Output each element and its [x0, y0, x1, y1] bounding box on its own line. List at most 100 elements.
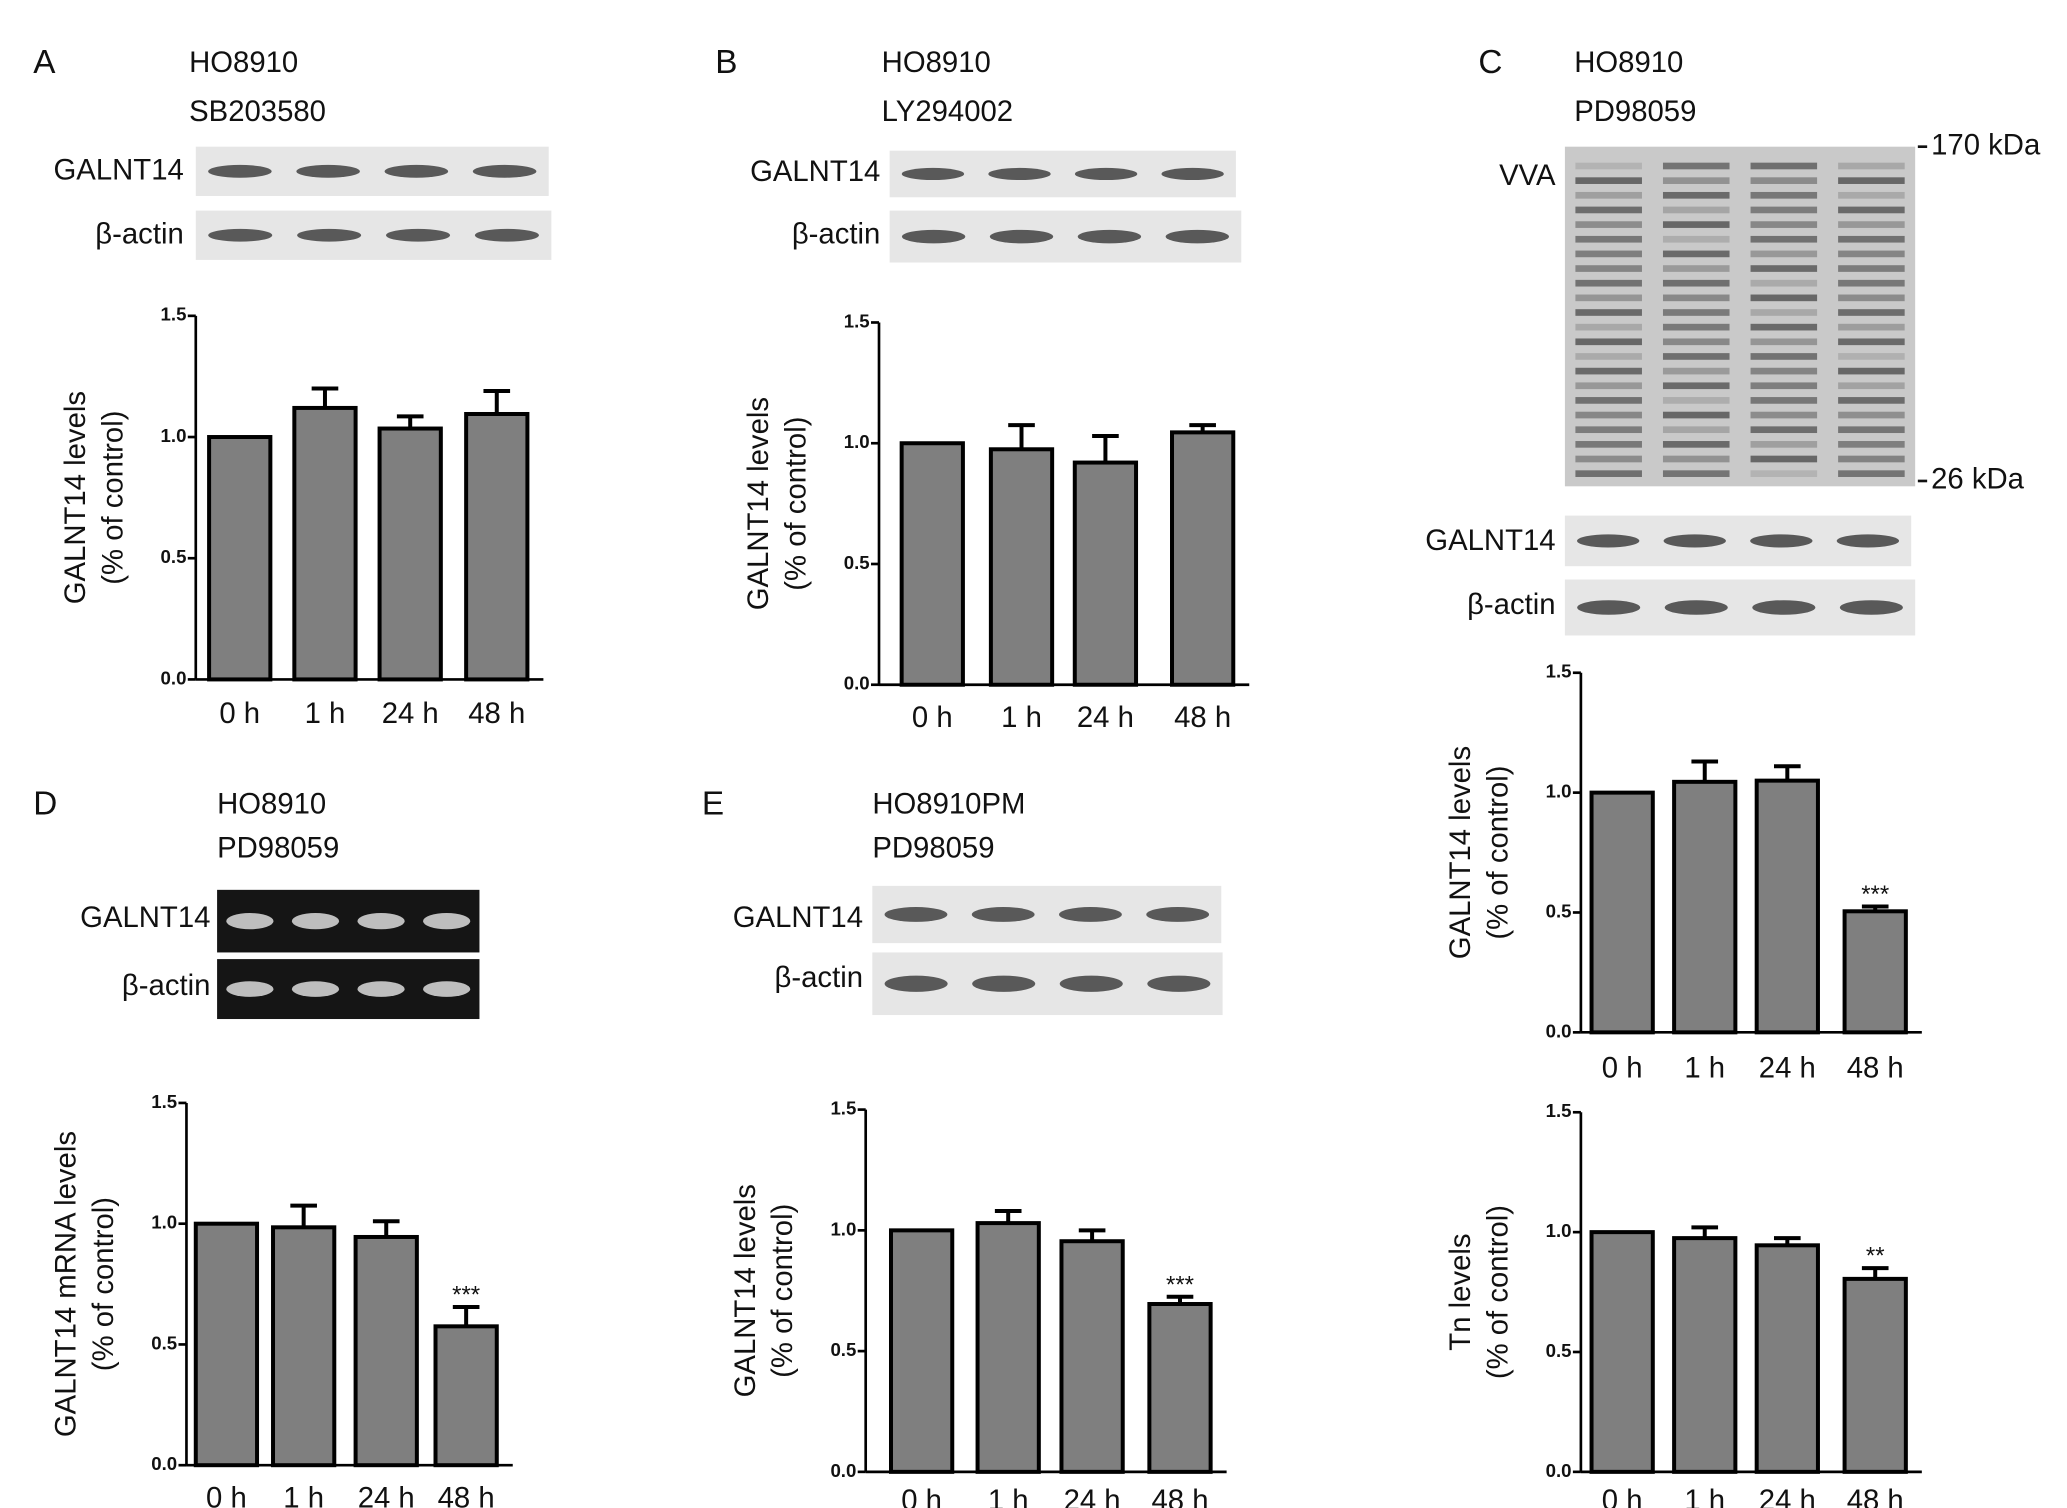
blot-band [1838, 411, 1905, 419]
x-tick-label: 48 h [1174, 701, 1231, 734]
x-tick-label: 48 h [1847, 1484, 1904, 1508]
blot-band [1575, 235, 1642, 243]
blot-band [1662, 206, 1730, 214]
blot-band [1662, 191, 1730, 199]
subtitle: PD98059 [217, 832, 339, 865]
y-tick-label: 0.0 [830, 1460, 856, 1481]
blot-band [1575, 221, 1642, 228]
x-tick-label: 24 h [1759, 1051, 1816, 1084]
blot-band [1838, 367, 1905, 375]
y-axis-label: Tn levels [1444, 1233, 1477, 1350]
blot-band [1750, 309, 1818, 316]
blot-band [1575, 162, 1642, 170]
x-tick-label: 24 h [358, 1482, 415, 1508]
blot-band [1575, 177, 1642, 184]
blot-band [1662, 397, 1730, 404]
blot-band [1059, 907, 1122, 922]
blot-band [1838, 279, 1905, 287]
blot-band [1662, 411, 1730, 419]
blot-band [1575, 323, 1642, 331]
x-tick-label: 48 h [438, 1482, 495, 1508]
blot-band [1750, 411, 1818, 419]
blot-band [1662, 309, 1730, 316]
blot-band [1750, 250, 1818, 258]
bar [193, 1221, 260, 1468]
blot-band [1575, 397, 1642, 404]
blot-band [901, 229, 966, 244]
blot-band [1750, 294, 1818, 302]
blot-band [1838, 470, 1905, 477]
panel-letter: B [715, 44, 737, 81]
bar [1147, 1302, 1213, 1474]
x-tick-label: 24 h [382, 697, 439, 730]
blot-band [1662, 323, 1730, 331]
blot-band [1750, 397, 1818, 404]
bar [1589, 790, 1655, 1035]
blot-band [1838, 309, 1905, 316]
blot-label: GALNT14 [54, 154, 184, 187]
x-tick-label: 1 h [1001, 701, 1042, 734]
blot-band [226, 913, 274, 930]
x-tick-label: 0 h [1602, 1051, 1643, 1084]
y-tick-label: 1.0 [1546, 1220, 1572, 1241]
blot-band [972, 975, 1036, 992]
blot-band [1146, 907, 1210, 922]
x-tick-label: 1 h [988, 1484, 1029, 1508]
y-axis-label: (% of control) [1481, 1205, 1514, 1379]
x-tick-label: 1 h [1684, 1484, 1725, 1508]
bar [271, 1225, 337, 1468]
blot-band [1575, 367, 1642, 375]
blot-band [1662, 441, 1730, 448]
y-axis-label: GALNT14 mRNA levels [50, 1131, 83, 1437]
y-tick-label: 0.0 [151, 1453, 177, 1474]
blot-band [1838, 162, 1905, 170]
x-tick-label: 24 h [1759, 1484, 1816, 1508]
blot-band [1750, 367, 1818, 375]
y-axis-label: (% of control) [780, 417, 813, 591]
y-axis-label: GALNT14 levels [1444, 746, 1477, 959]
significance: *** [1861, 881, 1889, 908]
bar [1059, 1239, 1125, 1474]
blot-band [1663, 534, 1726, 548]
blot-band [1662, 338, 1730, 346]
subtitle: HO8910 [189, 46, 298, 79]
blot-band [1838, 294, 1905, 302]
blot-band [423, 981, 471, 997]
panel-letter: C [1478, 44, 1502, 81]
blot-label: β-actin [792, 218, 881, 251]
marker-label: 26 kDa [1931, 463, 2025, 496]
blot-band [291, 913, 340, 930]
bar [975, 1221, 1041, 1474]
blot-band [1839, 600, 1903, 615]
bar [899, 441, 965, 687]
blot-band [1077, 229, 1142, 244]
bar [1842, 909, 1908, 1035]
blot-band [1575, 191, 1642, 199]
blot-band [1575, 309, 1642, 316]
y-tick-label: 0.5 [161, 546, 187, 567]
blot-band [297, 228, 362, 242]
blot-label: GALNT14 [80, 901, 210, 934]
blot-band [1575, 441, 1642, 448]
blot-band [208, 228, 273, 242]
blot-band [1165, 229, 1229, 244]
blot-band [1662, 279, 1730, 287]
significance: *** [452, 1282, 480, 1309]
y-tick-label: 0.5 [1546, 900, 1572, 921]
blot-label: β-actin [1467, 588, 1556, 621]
blot-band [1662, 235, 1730, 243]
blot-band [1575, 455, 1642, 463]
x-tick-label: 0 h [1602, 1484, 1643, 1508]
blot-band [1575, 279, 1642, 287]
blot-label: β-actin [95, 218, 184, 251]
bar [1170, 430, 1236, 687]
blot-band [1750, 382, 1818, 390]
blot-band [1662, 470, 1730, 477]
y-tick-label: 0.5 [844, 552, 870, 573]
bar [377, 426, 443, 682]
blot-band [1750, 441, 1818, 448]
blot-label: β-actin [122, 969, 211, 1002]
blot-band [1575, 338, 1642, 346]
bar [888, 1228, 955, 1474]
